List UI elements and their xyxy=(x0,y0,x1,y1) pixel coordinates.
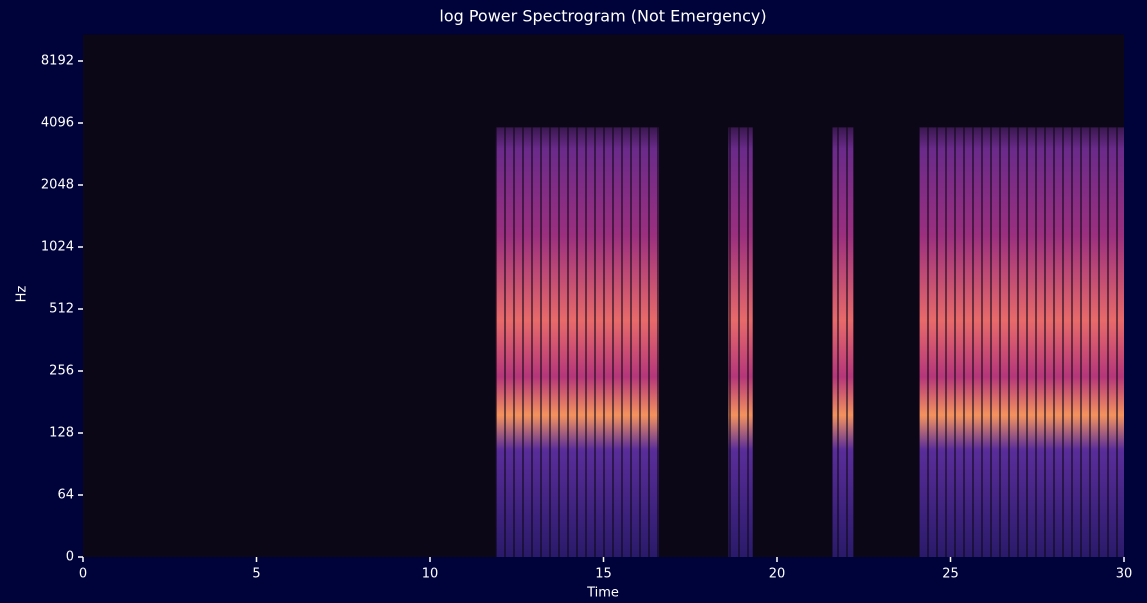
x-axis-label: Time xyxy=(586,586,619,601)
y-tick-label: 0 xyxy=(66,550,74,565)
energy-texture xyxy=(832,127,854,557)
energy-texture xyxy=(495,127,660,557)
x-tick-label: 25 xyxy=(942,567,959,582)
x-tick-label: 10 xyxy=(422,567,439,582)
x-tick-label: 15 xyxy=(595,567,612,582)
y-tick-label: 8192 xyxy=(41,54,74,69)
y-tick-label: 128 xyxy=(49,426,74,441)
x-tick-label: 30 xyxy=(1116,567,1133,582)
x-tick-label: 20 xyxy=(769,567,786,582)
energy-texture xyxy=(919,127,1124,557)
y-tick-label: 1024 xyxy=(41,240,74,255)
y-tick-label: 256 xyxy=(49,364,74,379)
y-tick-label: 2048 xyxy=(41,178,74,193)
y-axis-label: Hz xyxy=(15,286,30,303)
y-tick-label: 512 xyxy=(49,302,74,317)
energy-texture xyxy=(728,127,753,557)
chart-title: log Power Spectrogram (Not Emergency) xyxy=(439,7,766,26)
y-tick-label: 64 xyxy=(57,488,74,503)
x-tick-label: 5 xyxy=(252,567,260,582)
y-tick-label: 4096 xyxy=(41,116,74,131)
x-tick-label: 0 xyxy=(79,567,87,582)
